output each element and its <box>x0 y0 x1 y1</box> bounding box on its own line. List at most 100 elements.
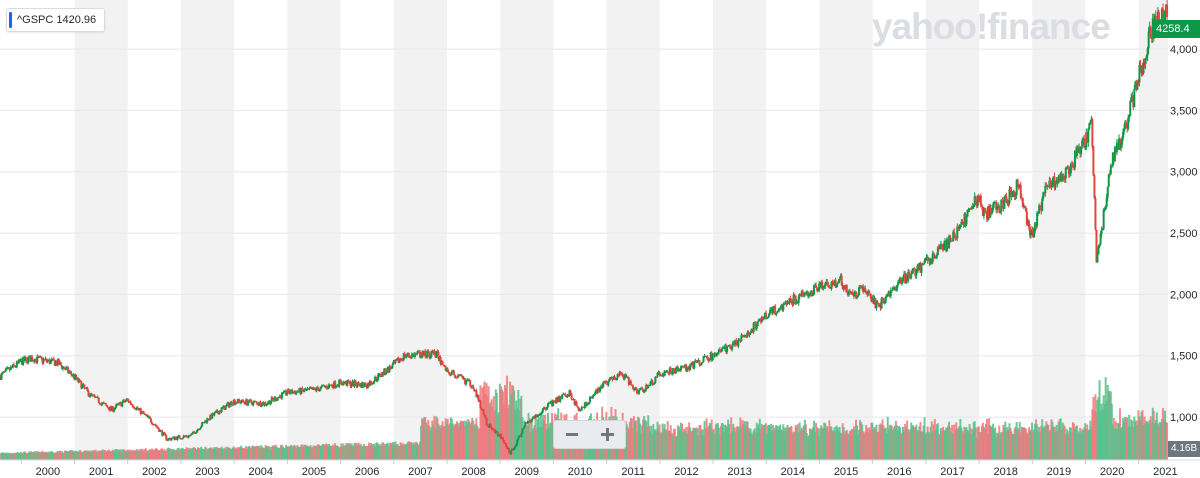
candle-body <box>109 406 112 411</box>
candle-body <box>26 357 29 364</box>
volume-bar <box>9 453 12 460</box>
volume-bar <box>122 449 125 460</box>
candle-body <box>729 345 732 348</box>
volume-bar <box>425 422 428 460</box>
volume-bar <box>1050 419 1053 460</box>
y-tick-label: 1,500 <box>1170 351 1198 363</box>
volume-bar <box>813 420 816 460</box>
candle-body <box>128 401 131 403</box>
candle-body <box>724 345 727 349</box>
volume-bar <box>168 447 171 460</box>
zoom-in-button[interactable] <box>592 423 622 447</box>
volume-bar <box>637 416 640 460</box>
x-tick-label: 2006 <box>355 466 379 478</box>
candle-body <box>658 372 661 376</box>
volume-bar <box>540 426 543 460</box>
candle-body <box>608 378 611 382</box>
volume-bar <box>844 431 847 460</box>
volume-bar <box>32 452 35 460</box>
candle-body <box>912 268 915 272</box>
volume-bar <box>29 451 32 460</box>
volume-bar <box>273 445 276 460</box>
candle-body <box>860 286 863 288</box>
candle-body <box>642 389 645 392</box>
candle-body <box>966 209 969 217</box>
zoom-out-button[interactable] <box>557 423 587 447</box>
volume-bar <box>1078 431 1081 460</box>
candle-body <box>867 291 870 295</box>
candle-body <box>430 350 433 358</box>
candle-body <box>823 286 826 288</box>
candle-body <box>740 335 743 342</box>
candle-body <box>195 430 198 433</box>
volume-bar <box>17 453 20 460</box>
candle-body <box>15 361 18 367</box>
volume-bar <box>285 445 288 460</box>
volume-bar <box>156 448 159 460</box>
candle-body <box>362 382 365 387</box>
volume-bar <box>1151 407 1154 460</box>
candle-body <box>285 390 288 395</box>
candle-body <box>1065 167 1068 169</box>
candle-body <box>1124 122 1127 129</box>
candle-body <box>414 353 417 355</box>
candle-body <box>779 308 782 310</box>
candle-body <box>262 402 265 406</box>
volume-bar <box>807 435 810 460</box>
volume-bar <box>913 427 916 460</box>
candle-body <box>830 281 833 289</box>
candle-body <box>136 407 139 410</box>
volume-bar <box>60 451 63 460</box>
candle-body <box>403 353 406 358</box>
volume-bar <box>84 450 87 460</box>
candle-body <box>173 436 176 440</box>
volume-bar <box>695 427 698 460</box>
volume-bar <box>634 420 637 460</box>
candle-body <box>592 395 595 398</box>
volume-bar <box>979 431 982 460</box>
volume-bar <box>693 428 696 460</box>
volume-bar <box>69 450 72 460</box>
volume-bar <box>926 426 929 460</box>
volume-bar <box>348 443 351 460</box>
year-band-2005 <box>287 0 341 460</box>
volume-bar <box>223 447 226 460</box>
candle-body <box>332 386 335 389</box>
candle-body <box>1127 117 1130 129</box>
volume-bar <box>274 444 277 460</box>
volume-bar <box>423 417 426 460</box>
volume-bar <box>720 422 723 460</box>
candle-body <box>775 313 778 315</box>
volume-bar <box>355 442 358 460</box>
ticker-label[interactable]: ^GSPC 1420.96 <box>6 8 106 32</box>
candle-body <box>464 378 467 385</box>
volume-bar <box>680 422 683 460</box>
volume-bar <box>322 444 325 460</box>
candle-body <box>686 368 689 372</box>
volume-bar <box>789 426 792 460</box>
candle-body <box>55 361 58 366</box>
candle-body <box>946 238 949 251</box>
candle-body <box>506 446 509 449</box>
volume-bar <box>219 449 222 460</box>
candle-body <box>269 401 272 405</box>
candle-body <box>1033 231 1036 237</box>
volume-bar <box>699 425 702 460</box>
candle-body <box>342 382 345 386</box>
volume-bar <box>1001 432 1004 460</box>
volume-bar <box>652 424 655 460</box>
volume-bar <box>1039 432 1042 460</box>
candle-body <box>114 407 117 410</box>
volume-bar <box>287 446 290 460</box>
candle-body <box>603 382 606 384</box>
volume-bar <box>231 447 234 460</box>
volume-bar <box>465 420 468 460</box>
candle-body <box>699 364 702 366</box>
candle-body <box>1163 11 1166 22</box>
volume-bar <box>404 445 407 460</box>
candle-body <box>871 297 874 302</box>
volume-bar <box>725 425 728 460</box>
candle-body <box>162 432 165 436</box>
candle-body <box>654 376 657 383</box>
